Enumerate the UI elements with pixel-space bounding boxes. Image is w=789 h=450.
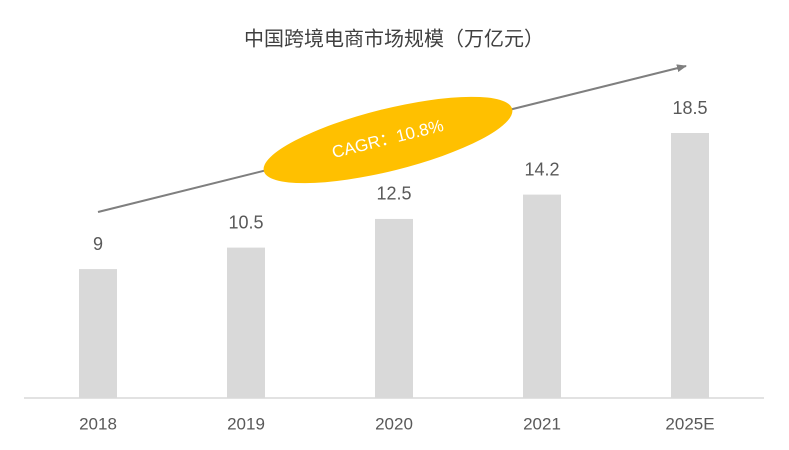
data-label: 12.5 [376, 184, 411, 204]
data-label: 14.2 [524, 159, 559, 179]
data-label: 18.5 [672, 98, 707, 118]
annotation: CAGR：10.8% [263, 96, 513, 184]
data-label: 10.5 [228, 212, 263, 232]
annotation-ellipse [263, 96, 513, 184]
bar [227, 247, 265, 398]
bar [79, 269, 117, 398]
bar [523, 194, 561, 398]
bar [375, 218, 413, 398]
bar [671, 133, 709, 398]
x-tick-label: 2021 [523, 414, 561, 433]
x-tick-label: 2020 [375, 414, 413, 433]
chart-title: 中国跨境电商市场规模（万亿元） [244, 27, 544, 50]
data-label: 9 [93, 234, 103, 254]
x-tick-label: 2025E [665, 414, 714, 433]
x-tick-label: 2018 [79, 414, 117, 433]
x-tick-label: 2019 [227, 414, 265, 433]
